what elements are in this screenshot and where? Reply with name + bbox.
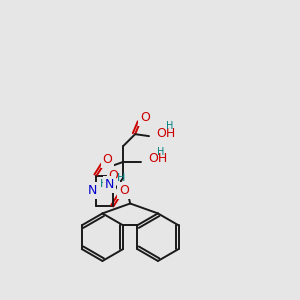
Text: O: O [108,169,118,182]
Text: H: H [157,147,164,157]
Text: O: O [119,184,129,197]
Text: O: O [103,153,112,167]
Text: H: H [166,121,173,131]
Text: H: H [100,178,108,189]
Text: O: O [140,111,150,124]
Text: OH: OH [156,127,175,140]
Text: N: N [88,184,97,197]
Text: N: N [105,178,114,191]
Text: H: H [117,173,126,183]
Text: OH: OH [148,152,167,165]
